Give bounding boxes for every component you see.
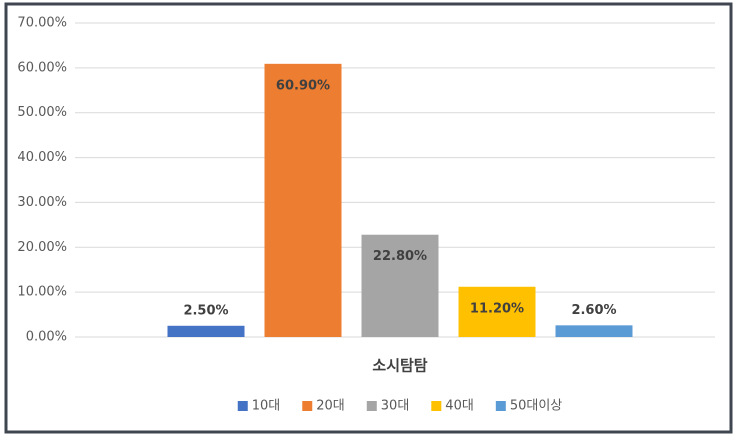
bar bbox=[167, 325, 245, 337]
legend-label: 10대 bbox=[252, 399, 281, 414]
y-tick-label: 50.00% bbox=[17, 105, 67, 120]
legend-label: 50대이상 bbox=[510, 399, 562, 414]
legend-swatch bbox=[495, 401, 506, 411]
bar bbox=[361, 234, 439, 337]
x-tick-label: 소시탐탐 bbox=[372, 357, 427, 375]
data-label: 2.50% bbox=[183, 303, 228, 318]
chart-frame bbox=[4, 2, 733, 434]
data-label: 60.90% bbox=[276, 78, 330, 93]
legend-label: 20대 bbox=[316, 399, 345, 414]
y-tick-label: 70.00% bbox=[17, 16, 67, 31]
legend-label: 30대 bbox=[381, 399, 410, 414]
legend-label: 40대 bbox=[445, 399, 474, 414]
legend-swatch bbox=[237, 401, 248, 411]
y-tick-label: 60.00% bbox=[17, 60, 67, 75]
bar bbox=[555, 325, 633, 337]
legend-swatch bbox=[302, 401, 313, 411]
legend-swatch bbox=[366, 401, 377, 411]
y-tick-label: 0.00% bbox=[26, 330, 67, 345]
y-tick-label: 30.00% bbox=[17, 195, 67, 210]
bar bbox=[458, 286, 536, 337]
y-tick-label: 10.00% bbox=[17, 285, 67, 300]
legend-swatch bbox=[431, 401, 442, 411]
data-label: 22.80% bbox=[373, 249, 427, 264]
y-tick-label: 20.00% bbox=[17, 240, 67, 255]
data-label: 11.20% bbox=[470, 301, 524, 316]
bar bbox=[264, 63, 342, 337]
data-label: 2.60% bbox=[571, 303, 616, 318]
y-tick-label: 40.00% bbox=[17, 150, 67, 165]
